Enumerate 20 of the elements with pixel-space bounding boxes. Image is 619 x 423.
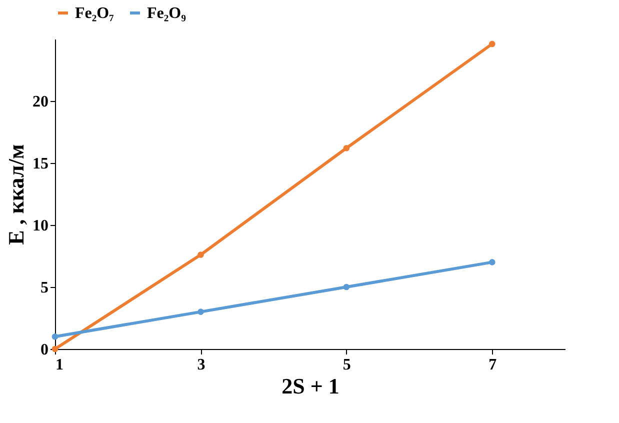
x-tick-label: 3 <box>197 356 206 374</box>
y-tick-label: 10 <box>32 218 48 234</box>
y-axis-title: E , ккал/м <box>4 144 28 245</box>
y-tick-label: 15 <box>32 156 48 172</box>
legend-label: Fe₂O₉ <box>147 5 186 22</box>
y-tick-label: 5 <box>40 280 48 296</box>
x-tick-label: 1 <box>56 356 64 374</box>
point <box>343 284 350 290</box>
point <box>343 144 350 152</box>
x-tick-label: 5 <box>342 356 351 374</box>
point <box>488 40 496 48</box>
point <box>52 333 58 340</box>
legend-label: Fe₂O₇ <box>75 5 114 22</box>
x-axis-title: 2S + 1 <box>282 374 340 398</box>
point <box>198 308 204 315</box>
y-tick-label: 0 <box>40 342 48 358</box>
point <box>488 259 496 266</box>
point <box>198 252 204 258</box>
y-tick-label: 20 <box>32 94 48 110</box>
x-tick-label: 7 <box>488 356 497 374</box>
